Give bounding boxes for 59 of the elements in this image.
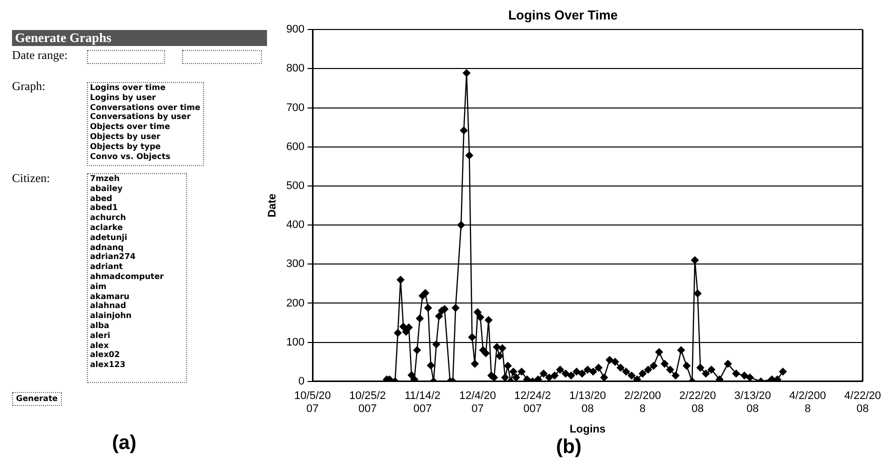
text: adetunji <box>89 232 128 243</box>
text: abailey <box>89 184 124 194</box>
text: alex <box>89 340 110 350</box>
x-tick-label: 2/22/2008 <box>679 390 716 416</box>
y-tick-label: 100 <box>286 336 305 348</box>
text: alex123 <box>89 360 126 370</box>
chart-title: Logins Over Time <box>508 7 618 22</box>
y-tick-label: 500 <box>286 180 305 192</box>
y-axis-title: Date <box>266 194 279 218</box>
text: 7mzeh <box>89 174 121 184</box>
y-tick-label: 900 <box>286 24 305 36</box>
x-tick-label: 11/14/2007 <box>404 390 441 416</box>
text: abed <box>89 194 114 204</box>
text: adnanq <box>89 242 125 252</box>
text: ahmadcomputer <box>89 272 165 282</box>
text: adrian274 <box>89 252 137 262</box>
x-axis-title: Logins <box>570 423 606 436</box>
text: Conversations by user <box>89 112 192 122</box>
y-tick-label: 300 <box>286 258 305 270</box>
y-tick-label: 200 <box>286 297 305 310</box>
x-tick-label: 1/13/2008 <box>569 390 606 416</box>
text: Objects by type <box>89 142 162 152</box>
text: alainjohn <box>89 311 133 321</box>
x-tick-label: 12/24/2007 <box>514 390 551 416</box>
x-tick-label: 4/2/2008 <box>789 390 826 416</box>
text: alex02 <box>89 350 121 360</box>
text: akamaru <box>89 292 130 302</box>
text: aclarke <box>89 222 124 233</box>
x-tick-label: 10/25/2007 <box>349 390 386 416</box>
y-tick-label: 700 <box>286 102 305 114</box>
text: Generate <box>12 392 62 406</box>
text: adriant <box>89 262 124 272</box>
y-tick-label: 400 <box>286 219 305 232</box>
text: Conversations over time <box>89 102 202 112</box>
text: Citizen: <box>12 171 50 186</box>
text: alba <box>89 320 110 331</box>
x-tick-label: 12/4/2007 <box>459 390 496 416</box>
text: alahnad <box>89 301 128 312</box>
x-tick-label: 2/2/2008 <box>624 390 661 416</box>
text: aim <box>89 282 108 292</box>
text: Objects over time <box>89 122 172 132</box>
text: Logins over time <box>89 83 166 93</box>
text: aleri <box>89 330 112 341</box>
text: (b) <box>556 436 582 459</box>
text: Generate Graphs <box>12 30 267 46</box>
x-tick-label: 3/13/2008 <box>734 390 771 416</box>
text: Graph: <box>12 79 46 94</box>
text: Objects by user <box>89 132 162 142</box>
text: (a) <box>112 432 136 455</box>
text: Logins by user <box>89 92 157 103</box>
y-tick-label: 0 <box>298 375 305 388</box>
text: abed1 <box>89 203 119 214</box>
x-tick-label: 10/5/2007 <box>294 390 331 416</box>
text: Convo vs. Objects <box>89 152 172 162</box>
y-tick-label: 600 <box>286 140 305 153</box>
text: Date range: <box>12 48 68 63</box>
y-tick-label: 800 <box>286 62 305 75</box>
x-tick-label: 4/22/2008 <box>844 390 881 416</box>
text: achurch <box>89 213 127 223</box>
